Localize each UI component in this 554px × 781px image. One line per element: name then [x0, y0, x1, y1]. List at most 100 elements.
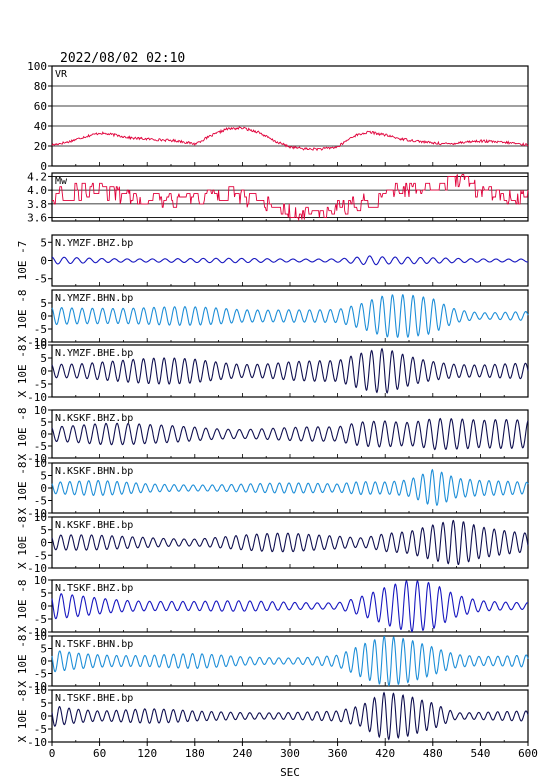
series-line	[51, 126, 529, 152]
y-tick-label: 3.6	[27, 212, 47, 225]
y-tick-label: -10	[27, 626, 47, 639]
y-tick-label: -10	[27, 562, 47, 575]
waveform-line	[51, 635, 529, 687]
waveform-line	[51, 519, 529, 566]
y-tick-label: -5	[34, 378, 47, 391]
y-tick-label: -10	[27, 680, 47, 693]
waveform-line	[51, 347, 529, 394]
panel-label: N.KSKF.BHE.bp	[55, 520, 133, 531]
y-axis-label: X 10E -8	[16, 290, 29, 343]
y-tick-label: 5	[40, 470, 47, 483]
y-tick-label: 0	[40, 537, 47, 550]
y-tick-label: 10	[34, 457, 47, 470]
y-tick-label: 10	[34, 684, 47, 697]
y-tick-label: 4.2	[27, 170, 47, 183]
y-tick-label: -10	[27, 336, 47, 349]
y-tick-label: -5	[34, 723, 47, 736]
panel-label: N.YMZF.BHZ.bp	[55, 238, 133, 249]
x-tick-label: 600	[518, 747, 538, 760]
y-tick-label: 5	[40, 416, 47, 429]
y-tick-label: 5	[40, 297, 47, 310]
panel-vr: 0 20 40 60 80 100 VR	[27, 60, 529, 173]
y-tick-label: 100	[27, 60, 47, 73]
y-tick-label: 20	[34, 140, 47, 153]
y-tick-label: 4.0	[27, 184, 47, 197]
x-axis: 0 60 120 180 240 300 360 420 480 540 600	[49, 742, 538, 760]
y-tick-label: 0	[40, 160, 47, 173]
y-tick-label: 0	[40, 482, 47, 495]
waveform-line	[51, 294, 529, 338]
y-tick-label: -5	[34, 273, 47, 286]
panel-label: N.TSKF.BHN.bp	[55, 639, 133, 650]
y-tick-label: -5	[34, 323, 47, 336]
panel-label: Mw	[55, 176, 68, 187]
y-tick-label: 0	[40, 365, 47, 378]
panel-mw: 3.63.84.04.2 Mw	[27, 170, 529, 225]
y-tick-label: 10	[34, 630, 47, 643]
y-tick-label: -10	[27, 391, 47, 404]
waveform-line	[51, 691, 529, 741]
waveform-line	[51, 580, 528, 633]
panel-label: N.YMZF.BHN.bp	[55, 293, 133, 304]
y-tick-label: -10	[27, 736, 47, 749]
y-tick-label: 10	[34, 404, 47, 417]
y-tick-label: 5	[40, 697, 47, 710]
y-tick-label: 0	[40, 600, 47, 613]
y-tick-label: 10	[34, 511, 47, 524]
y-tick-label: 0	[40, 655, 47, 668]
y-tick-label: 5	[40, 524, 47, 537]
y-axis-label: X 10E -8	[16, 345, 29, 398]
x-tick-label: 540	[470, 747, 490, 760]
y-tick-label: -5	[34, 668, 47, 681]
x-tick-label: 240	[232, 747, 252, 760]
y-tick-label: -5	[34, 549, 47, 562]
panel-frame	[51, 65, 529, 167]
waveform-line	[51, 468, 529, 506]
panel-label: N.KSKF.BHZ.bp	[55, 413, 133, 424]
y-tick-label: 5	[40, 352, 47, 365]
panel-n-ymzf-bhz-bp: -5 0 5 N.YMZF.BHZ.bp 10E -7	[16, 234, 529, 287]
x-tick-label: 420	[375, 747, 395, 760]
y-tick-label: 10	[34, 574, 47, 587]
y-tick-label: -10	[27, 507, 47, 520]
x-tick-label: 120	[137, 747, 157, 760]
x-tick-label: 0	[49, 747, 56, 760]
y-axis-label: X 10E -8	[16, 635, 29, 688]
y-axis-label: X 10E -8	[16, 690, 29, 743]
panel-label: N.KSKF.BHN.bp	[55, 466, 133, 477]
y-axis-label: X 10E -8	[16, 408, 29, 461]
y-tick-label: 0	[40, 710, 47, 723]
waveform-line	[51, 255, 529, 266]
y-axis-label: X 10E -8	[16, 516, 29, 569]
y-tick-label: -5	[34, 613, 47, 626]
y-tick-label: 5	[40, 236, 47, 249]
y-tick-label: -10	[27, 452, 47, 465]
y-tick-label: 0	[40, 310, 47, 323]
y-tick-label: 10	[34, 339, 47, 352]
waveform-line	[51, 417, 529, 451]
y-tick-label: 3.8	[27, 198, 47, 211]
y-tick-label: 0	[40, 428, 47, 441]
x-tick-label: 180	[185, 747, 205, 760]
y-tick-label: 0	[40, 255, 47, 268]
y-axis-label: 10E -7	[16, 241, 29, 281]
panel-label: N.TSKF.BHE.bp	[55, 693, 133, 704]
x-tick-label: 360	[328, 747, 348, 760]
x-tick-label: 60	[93, 747, 106, 760]
y-axis-label: X 10E -8	[16, 462, 29, 515]
x-axis-label: SEC	[280, 766, 300, 779]
y-tick-label: 40	[34, 120, 47, 133]
y-axis-label: X 10E -8	[16, 580, 29, 633]
y-tick-label: 80	[34, 80, 47, 93]
panel-label: N.TSKF.BHZ.bp	[55, 583, 133, 594]
panel-label: N.YMZF.BHE.bp	[55, 348, 133, 359]
y-tick-label: 60	[34, 100, 47, 113]
